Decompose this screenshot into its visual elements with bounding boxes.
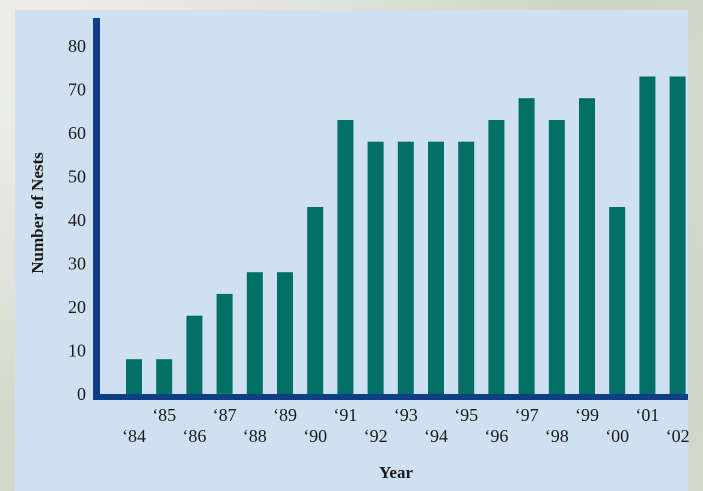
bar-18 xyxy=(669,76,686,394)
y-tick-label: 20 xyxy=(68,297,86,317)
x-tick-label: ‘87 xyxy=(213,405,237,425)
bar-5 xyxy=(277,272,293,394)
bar-4 xyxy=(246,272,263,394)
bar-16 xyxy=(609,207,626,394)
y-tick-label: 50 xyxy=(68,167,86,187)
bar-10 xyxy=(428,141,444,394)
x-tick-label: ‘02 xyxy=(666,426,690,446)
bar-12 xyxy=(488,120,505,394)
y-tick-label: 60 xyxy=(68,123,86,143)
bar-9 xyxy=(397,141,414,394)
y-tick-label: 70 xyxy=(68,80,86,100)
x-tick-labels: ‘84 ‘85 ‘86 ‘87 ‘88 ‘89 ‘90 ‘91 ‘92 ‘93 ‘94 ‘95 ‘96 ‘… xyxy=(122,405,690,446)
x-tick-label: ‘84 xyxy=(122,426,146,446)
x-tick-label: ‘92 xyxy=(364,426,388,446)
x-tick-label: ‘88 xyxy=(243,426,267,446)
bar-15 xyxy=(579,98,595,394)
bar-14 xyxy=(548,120,565,394)
x-tick-label: ‘93 xyxy=(394,405,418,425)
bar-8 xyxy=(367,141,384,394)
x-tick-label: ‘86 xyxy=(182,426,206,446)
bar-13 xyxy=(518,98,535,394)
bar-6 xyxy=(307,207,324,394)
x-tick-label: ‘00 xyxy=(605,426,629,446)
x-tick-label: ‘89 xyxy=(273,405,297,425)
x-tick-label: ‘97 xyxy=(515,405,539,425)
y-tick-labels: 0 10 20 30 40 50 60 70 80 xyxy=(68,36,86,404)
y-tick-label: 30 xyxy=(68,254,86,274)
bar-3 xyxy=(216,293,233,394)
y-axis-title: Number of Nests xyxy=(28,152,47,274)
x-tick-label: ‘95 xyxy=(454,405,478,425)
y-tick-label: 10 xyxy=(68,341,86,361)
bar-17 xyxy=(639,76,656,394)
bar-2 xyxy=(186,315,203,394)
bar-1 xyxy=(156,359,173,394)
y-tick-label: 80 xyxy=(68,36,86,56)
bar-7 xyxy=(337,120,354,394)
x-tick-label: ‘98 xyxy=(545,426,569,446)
x-tick-label: ‘96 xyxy=(484,426,508,446)
y-tick-label: 0 xyxy=(77,384,86,404)
x-tick-label: ‘01 xyxy=(635,405,659,425)
x-axis-title: Year xyxy=(379,463,413,482)
y-tick-label: 40 xyxy=(68,210,86,230)
x-tick-label: ‘85 xyxy=(152,405,176,425)
bar-11 xyxy=(458,141,475,394)
x-tick-label: ‘90 xyxy=(303,426,327,446)
x-tick-label: ‘91 xyxy=(333,405,357,425)
x-tick-label: ‘94 xyxy=(424,426,448,446)
bar-0 xyxy=(126,359,142,394)
x-tick-label: ‘99 xyxy=(575,405,599,425)
bars-group xyxy=(126,76,686,394)
